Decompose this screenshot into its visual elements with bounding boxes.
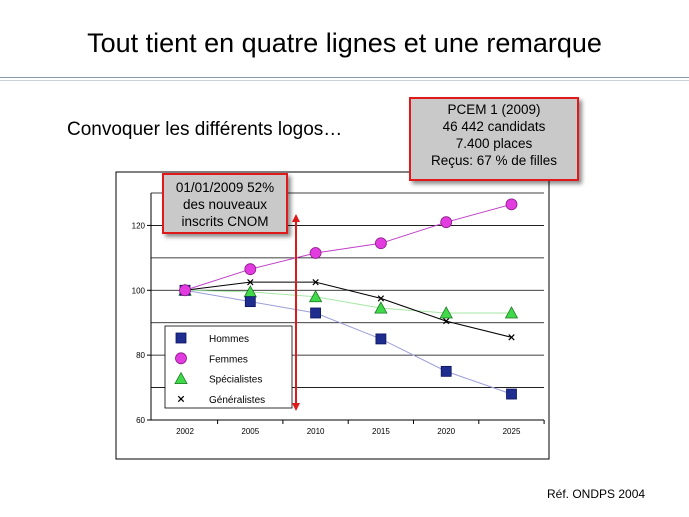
point-généralistes [377,295,385,302]
point-spécialistes [374,301,388,314]
point-femmes [244,263,257,276]
legend-marker-hommes [175,332,187,344]
series-line-généralistes [184,281,512,338]
point-spécialistes [308,289,323,303]
x-tick-label: 2020 [437,427,455,436]
reference-note: Réf. ONDPS 2004 [547,487,646,501]
series-line-spécialistes [184,289,512,314]
callout-cnom-line-3: inscrits CNOM [181,214,269,229]
x-tick-label: 2005 [241,427,259,436]
arrow-head-bottom [292,403,300,411]
series-line-hommes [184,289,512,395]
y-tick-label: 120 [132,221,146,230]
arrow-head-top [292,214,300,222]
legend-label: Femmes [209,354,248,365]
series-line-femmes [184,203,512,291]
point-spécialistes [504,306,519,319]
point-généralistes [247,279,254,286]
callout-pcem: PCEM 1 (2009) 46 442 candidats 7.400 pla… [409,97,579,181]
callout-cnom-line-2: des nouveaux [182,197,268,212]
point-femmes [374,237,387,250]
point-hommes [440,365,452,377]
legend-marker-spécialistes [174,371,188,385]
legend-marker-femmes [175,352,187,365]
point-femmes [309,247,322,259]
legend-label: Spécialistes [209,375,262,386]
point-hommes [375,333,387,345]
legend-label: Hommes [209,334,249,345]
x-tick-label: 2025 [503,427,521,436]
point-hommes [244,296,256,308]
point-femmes [505,198,518,211]
legend-label: Généralistes [209,395,265,406]
callout-pcem-line-1: PCEM 1 (2009) [447,102,541,117]
callout-cnom-line-1: 01/01/2009 52% [175,180,275,195]
x-tick-label: 2002 [176,427,194,436]
x-tick-label: 2010 [307,427,325,436]
point-hommes [310,307,322,319]
callout-pcem-line-4: Reçus: 67 % de filles [430,153,558,168]
point-généralistes [443,317,450,325]
slide-title: Tout tient en quatre lignes et une remar… [87,28,602,58]
y-tick-label: 100 [132,286,146,295]
point-généralistes [312,279,319,286]
callout-cnom: 01/01/2009 52% des nouveaux inscrits CNO… [162,173,288,234]
point-femmes [179,284,191,297]
y-tick-label: 80 [136,351,145,360]
title-divider [0,77,689,81]
x-tick-label: 2015 [372,427,390,436]
callout-pcem-line-2: 46 442 candidats [442,119,546,134]
legend-marker-généralistes [177,395,185,403]
point-spécialistes [439,306,453,319]
point-femmes [440,216,453,229]
point-hommes [506,388,517,400]
slide-subtitle: Convoquer les différents logos… [67,119,343,140]
point-généralistes [508,334,515,341]
callout-pcem-line-3: 7.400 places [455,136,533,151]
y-tick-label: 60 [136,416,145,425]
